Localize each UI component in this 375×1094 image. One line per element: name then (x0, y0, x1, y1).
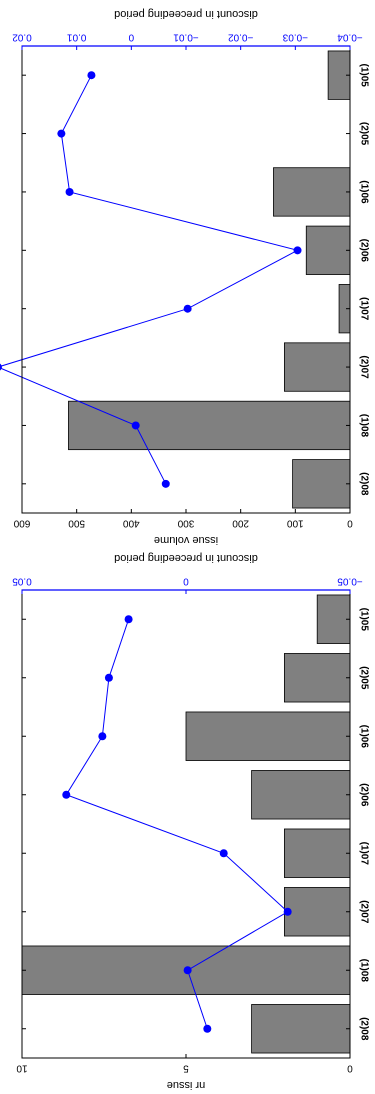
y2-tick-label: −0.05 (337, 575, 363, 586)
category-label: (2)07 (358, 900, 369, 924)
category-label: (1)06 (358, 180, 369, 204)
data-point (293, 246, 302, 255)
bar (283, 887, 351, 937)
line-series (0, 71, 302, 488)
category-label: (2)05 (358, 122, 369, 146)
data-point (0, 363, 2, 371)
y-tick-label: 100 (287, 517, 304, 528)
data-point (124, 615, 133, 624)
category-label: (1)07 (358, 842, 369, 866)
y-tick-label: 500 (68, 517, 85, 528)
bar (283, 653, 351, 703)
y2-tick-label: 0 (183, 575, 189, 586)
category-label: (2)08 (358, 472, 369, 496)
data-point (57, 129, 66, 138)
data-point (131, 421, 140, 430)
bar-series (21, 594, 351, 1054)
y-tick-label: 5 (183, 1062, 189, 1073)
bar (316, 594, 351, 644)
bar (68, 400, 351, 451)
category-label: (1)05 (358, 608, 369, 632)
y2-tick-label: 0.01 (66, 31, 86, 42)
y-tick-label: 300 (177, 517, 194, 528)
category-label: (2)08 (358, 1017, 369, 1041)
category-label: (2)06 (358, 783, 369, 807)
data-point (104, 673, 113, 682)
data-point (183, 966, 192, 975)
y2-tick-label: −0.01 (173, 31, 199, 42)
y2-tick-label: 0 (128, 31, 134, 42)
y2-axis-label: discount in preceeding period (114, 552, 258, 564)
y-tick-label: 600 (13, 517, 30, 528)
bar (305, 225, 351, 275)
category-label: (2)07 (358, 355, 369, 379)
y-tick-label: 400 (123, 517, 140, 528)
data-point (203, 1024, 212, 1033)
category-label: (2)06 (358, 239, 369, 263)
y2-axis-label: discount in preceeding period (114, 8, 258, 20)
y-tick-label: 10 (16, 1062, 28, 1073)
category-label: (1)06 (358, 725, 369, 749)
y-axis-label: issue volume (154, 534, 218, 546)
series-line (0, 74, 299, 485)
category-label: (2)05 (358, 666, 369, 690)
bar (251, 770, 351, 820)
bar (283, 828, 351, 878)
category-label: (1)08 (358, 959, 369, 983)
y-axis-label: nr issue (167, 1079, 206, 1091)
y-tick-label: 0 (347, 1062, 353, 1073)
y2-tick-label: 0.05 (12, 575, 32, 586)
data-point (283, 907, 292, 916)
bar-series (68, 50, 351, 509)
category-label: (1)07 (358, 297, 369, 321)
series-line (65, 619, 289, 1029)
y2-tick-label: −0.02 (228, 31, 254, 42)
line-series (62, 615, 292, 1033)
data-point (65, 187, 74, 196)
bar (251, 1004, 351, 1054)
nr-issue-chart: (1)05 (2)05 (1)06 (2)06 (1)07 (2)07 (1)08 (2)08… (12, 552, 370, 1091)
category-label: (1)08 (358, 414, 369, 438)
y-tick-label: 0 (347, 517, 353, 528)
bar (292, 459, 351, 509)
data-point (98, 732, 107, 741)
data-point (219, 849, 228, 858)
y-tick-label: 200 (232, 517, 249, 528)
data-point (87, 71, 96, 80)
data-point (161, 479, 170, 488)
data-point (183, 304, 192, 313)
data-point (62, 790, 71, 799)
bar (185, 711, 351, 761)
category-label: (1)05 (358, 64, 369, 88)
bar (283, 342, 351, 392)
y2-tick-label: −0.04 (337, 31, 363, 42)
issue-volume-chart: (1)05 (2)05 (1)06 (2)06 (1)07 (2)07 (1)08 (2)08… (0, 8, 369, 546)
y2-tick-label: 0.02 (12, 31, 32, 42)
y2-tick-label: −0.03 (282, 31, 308, 42)
bar (273, 167, 351, 217)
